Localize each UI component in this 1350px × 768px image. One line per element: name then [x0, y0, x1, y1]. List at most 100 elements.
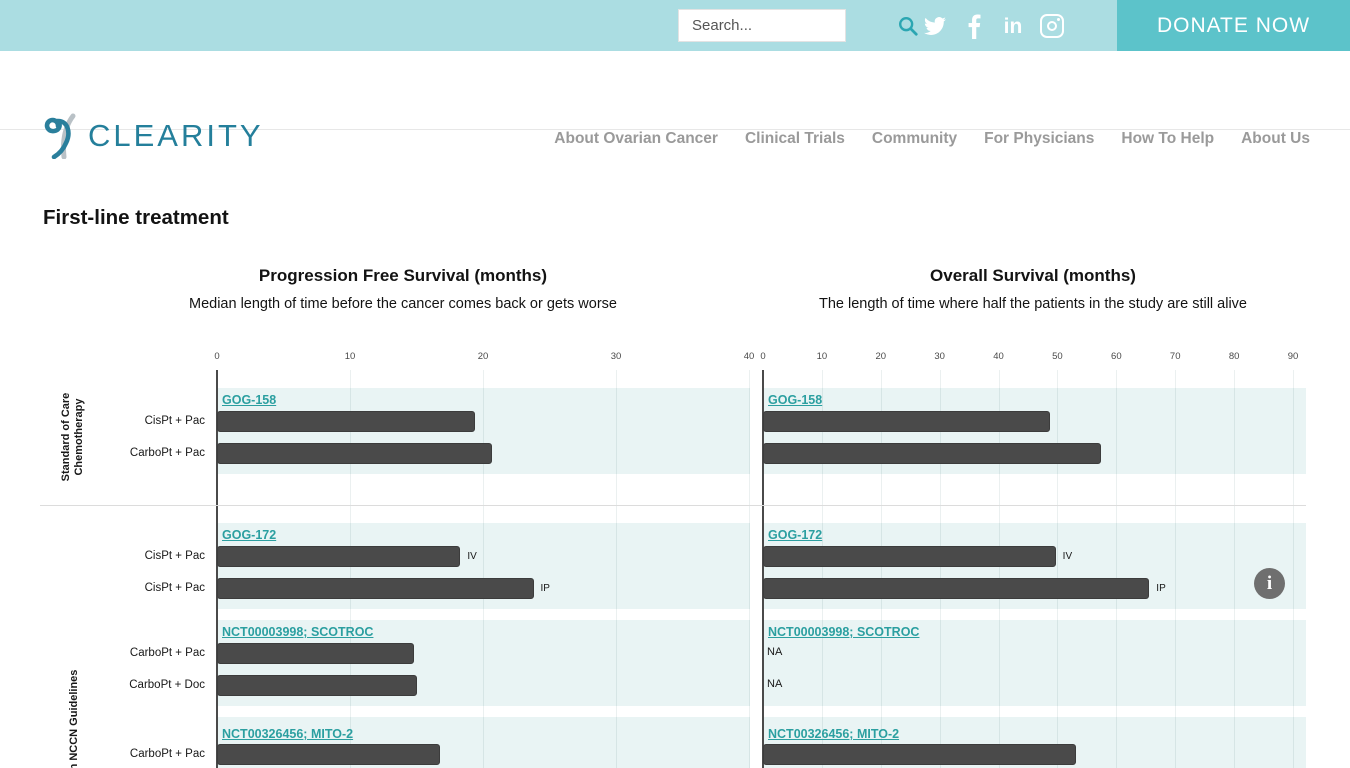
bar-note-label: IP	[540, 583, 550, 594]
survival-bar	[763, 443, 1102, 464]
pfs-chart-title: Progression Free Survival (months)	[258, 266, 548, 285]
gridline	[939, 370, 941, 768]
axis-tick-label: 0	[760, 351, 766, 362]
survival-bar	[217, 411, 476, 432]
axis-tick-label: 20	[477, 351, 489, 362]
gridline	[350, 370, 351, 768]
survival-bar	[217, 675, 417, 696]
gridline	[1234, 370, 1236, 768]
info-button[interactable]: i	[1254, 568, 1285, 599]
bar-note-label: IP	[1156, 583, 1166, 594]
social-links: in	[922, 11, 1065, 41]
clearity-logo[interactable]: CLEARITY	[44, 113, 264, 159]
axis-tick-label: 40	[993, 351, 1004, 362]
axis-tick-label: 60	[1111, 351, 1122, 362]
survival-bar	[763, 411, 1050, 432]
axis-tick-label: 80	[1228, 351, 1240, 362]
axis-tick-label: 0	[214, 351, 220, 362]
axis-tick-label: 40	[743, 351, 755, 362]
axis-tick-label: 10	[816, 351, 828, 362]
axis-tick-label: 10	[344, 351, 356, 362]
group-label-standard-of-care: Standard of Care Chemotherapy	[60, 392, 85, 482]
gridline	[616, 370, 617, 768]
bar-note-label: IV	[467, 551, 477, 562]
axis-tick-label: 20	[875, 351, 887, 362]
survival-bar	[763, 578, 1150, 599]
os-chart-subtitle: The length of time where half the patien…	[819, 296, 1247, 312]
treatment-label: CisPt + Pac	[144, 582, 205, 594]
na-label: NA	[767, 678, 783, 690]
axis-zero-line	[216, 370, 218, 768]
os-chart-title: Overall Survival (months)	[930, 266, 1136, 285]
group-label-nccn-guidelines: n NCCN Guidelines	[68, 669, 80, 768]
gridline	[880, 370, 882, 768]
gridline	[998, 370, 1000, 768]
gridline	[483, 370, 484, 768]
page-title: First-line treatment	[43, 206, 229, 229]
survival-bar	[217, 546, 461, 567]
trial-link[interactable]: NCT00326456; MITO-2	[222, 727, 354, 741]
gridline	[1175, 370, 1177, 768]
axis-tick-label: 50	[1052, 351, 1063, 362]
trial-link[interactable]: NCT00326456; MITO-2	[768, 727, 900, 741]
search-icon[interactable]	[897, 15, 919, 37]
group-divider	[40, 505, 1306, 506]
treatment-label: CisPt + Pac	[144, 550, 205, 562]
info-icon: i	[1266, 573, 1273, 594]
trial-link[interactable]: GOG-172	[222, 528, 277, 542]
treatment-label: CarboPt + Pac	[129, 447, 205, 459]
survival-bar	[217, 443, 493, 464]
linkedin-icon[interactable]: in	[1003, 14, 1023, 38]
bar-note-label: IV	[1062, 551, 1073, 562]
survival-bar	[763, 546, 1056, 567]
survival-bar	[217, 578, 534, 599]
trial-link[interactable]: GOG-158	[768, 393, 823, 407]
treatment-label: CarboPt + Pac	[129, 748, 205, 760]
axis-tick-label: 90	[1287, 351, 1299, 362]
na-label: NA	[767, 646, 783, 658]
gridline	[1057, 370, 1059, 768]
nav-how-to-help[interactable]: How To Help	[1121, 130, 1215, 147]
donate-now-button[interactable]: DONATE NOW	[1117, 0, 1350, 51]
pfs-chart-subtitle: Median length of time before the cancer …	[189, 296, 617, 312]
nav-for-physicians[interactable]: For Physicians	[984, 130, 1095, 147]
trial-link[interactable]: GOG-158	[222, 393, 277, 407]
trial-band	[763, 620, 1306, 706]
main-nav: About Ovarian Cancer Clinical Trials Com…	[554, 130, 1310, 148]
axis-tick-label: 30	[610, 351, 622, 362]
treatment-label: CisPt + Pac	[144, 415, 205, 427]
search-box	[678, 9, 918, 42]
gridline	[1293, 370, 1294, 768]
treatment-label: CarboPt + Doc	[129, 679, 205, 691]
trial-link[interactable]: GOG-172	[768, 528, 823, 542]
nav-about-us[interactable]: About Us	[1241, 130, 1310, 147]
site-header: CLEARITY About Ovarian Cancer Clinical T…	[0, 51, 1350, 159]
gridline	[821, 370, 823, 768]
survival-bar	[217, 643, 414, 664]
twitter-icon[interactable]	[922, 12, 948, 40]
facebook-icon[interactable]	[961, 12, 987, 40]
gridline	[1116, 370, 1118, 768]
clearity-logo-mark	[44, 113, 76, 159]
nav-about-ovarian-cancer[interactable]: About Ovarian Cancer	[554, 130, 718, 147]
os-chart-header: Overall Survival (months) The length of …	[733, 266, 1333, 312]
axis-tick-label: 30	[934, 351, 945, 362]
search-input[interactable]	[679, 17, 897, 34]
pfs-chart-header: Progression Free Survival (months) Media…	[103, 266, 703, 312]
instagram-icon[interactable]	[1039, 12, 1065, 40]
donate-now-label: DONATE NOW	[1156, 13, 1311, 37]
nav-clinical-trials[interactable]: Clinical Trials	[744, 130, 845, 147]
nav-community[interactable]: Community	[871, 130, 958, 147]
axis-zero-line	[762, 370, 764, 768]
treatment-label: CarboPt + Pac	[129, 647, 205, 659]
trial-link[interactable]: NCT00003998; SCOTROC	[222, 625, 374, 639]
survival-bar	[763, 744, 1077, 765]
survival-bar	[217, 744, 441, 765]
trial-link[interactable]: NCT00003998; SCOTROC	[768, 625, 920, 639]
clearity-logo-text: CLEARITY	[88, 118, 264, 153]
top-bar: in DONATE NOW	[0, 0, 1350, 51]
gridline	[749, 370, 750, 768]
axis-tick-label: 70	[1169, 351, 1181, 362]
